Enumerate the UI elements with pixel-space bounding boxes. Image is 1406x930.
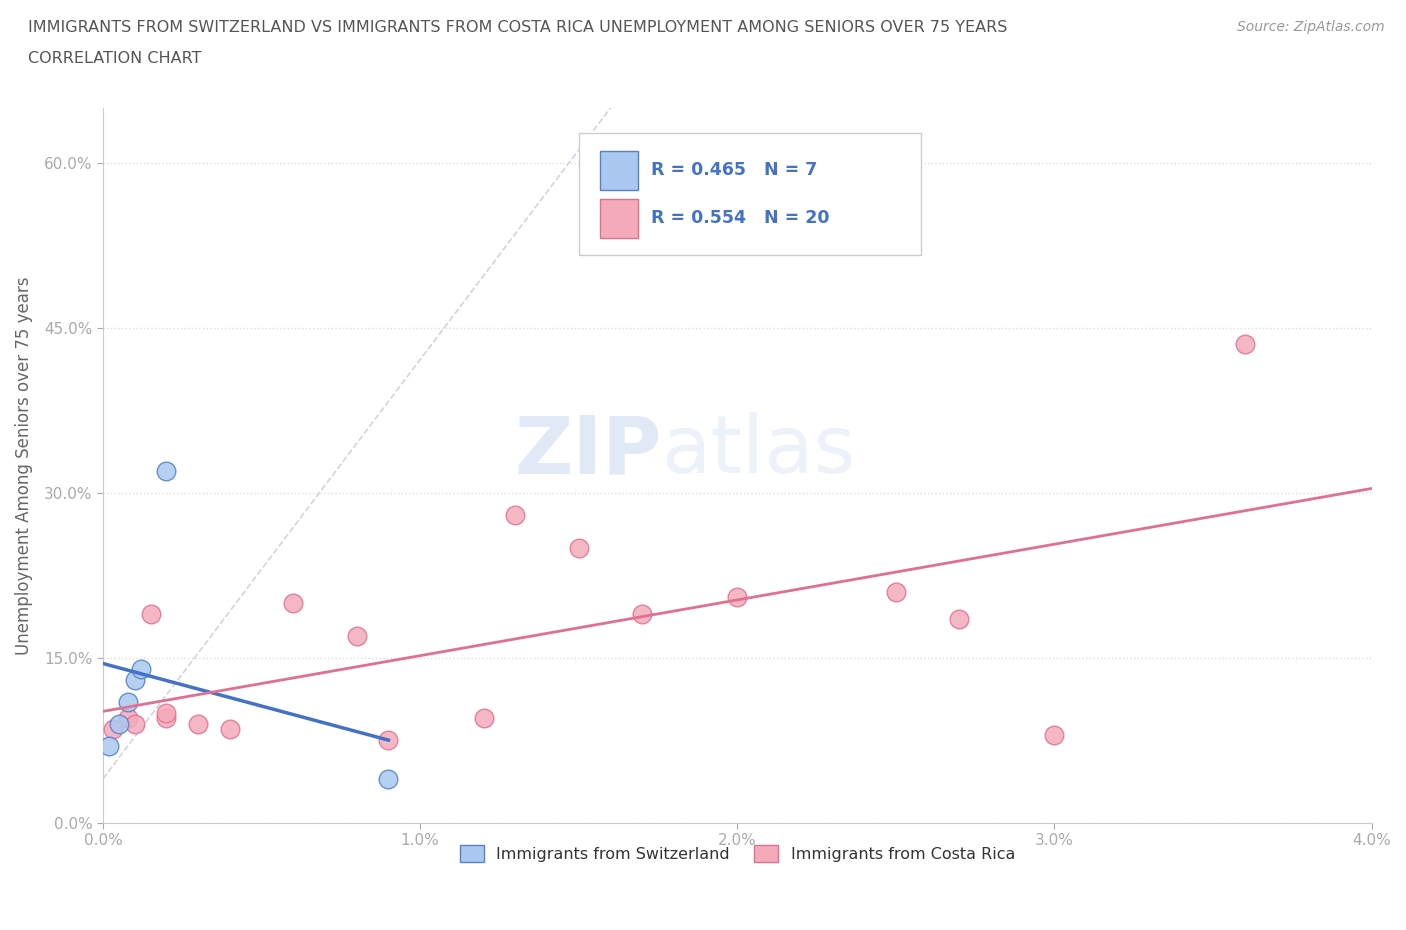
Point <box>117 695 139 710</box>
Point <box>1043 727 1066 742</box>
FancyBboxPatch shape <box>579 133 921 255</box>
Text: atlas: atlas <box>661 412 856 490</box>
Point <box>377 771 399 786</box>
Legend: Immigrants from Switzerland, Immigrants from Costa Rica: Immigrants from Switzerland, Immigrants … <box>453 839 1021 869</box>
Point <box>187 716 209 731</box>
FancyBboxPatch shape <box>600 151 638 191</box>
Point <box>377 733 399 748</box>
Point <box>568 540 591 555</box>
Text: R = 0.465   N = 7: R = 0.465 N = 7 <box>651 161 817 179</box>
Y-axis label: Unemployment Among Seniors over 75 years: Unemployment Among Seniors over 75 years <box>15 276 32 655</box>
Text: IMMIGRANTS FROM SWITZERLAND VS IMMIGRANTS FROM COSTA RICA UNEMPLOYMENT AMONG SEN: IMMIGRANTS FROM SWITZERLAND VS IMMIGRANT… <box>28 20 1008 35</box>
Point <box>139 606 162 621</box>
Point <box>101 722 124 737</box>
Point <box>1233 337 1256 352</box>
Point <box>124 716 146 731</box>
Point <box>725 590 748 604</box>
Point <box>124 672 146 687</box>
Point <box>155 705 177 720</box>
Point <box>948 612 970 627</box>
Text: CORRELATION CHART: CORRELATION CHART <box>28 51 201 66</box>
Text: Source: ZipAtlas.com: Source: ZipAtlas.com <box>1237 20 1385 34</box>
Text: ZIP: ZIP <box>515 412 661 490</box>
Text: R = 0.554   N = 20: R = 0.554 N = 20 <box>651 209 830 227</box>
Point <box>472 711 495 725</box>
Point <box>346 629 368 644</box>
Point <box>98 738 121 753</box>
Point <box>283 595 305 610</box>
Point <box>129 661 152 676</box>
Point <box>505 508 527 523</box>
FancyBboxPatch shape <box>600 199 638 238</box>
Point <box>884 584 907 599</box>
Point <box>117 711 139 725</box>
Point <box>155 711 177 725</box>
Point <box>219 722 242 737</box>
Point <box>631 606 654 621</box>
Point <box>155 463 177 478</box>
Point <box>108 716 131 731</box>
